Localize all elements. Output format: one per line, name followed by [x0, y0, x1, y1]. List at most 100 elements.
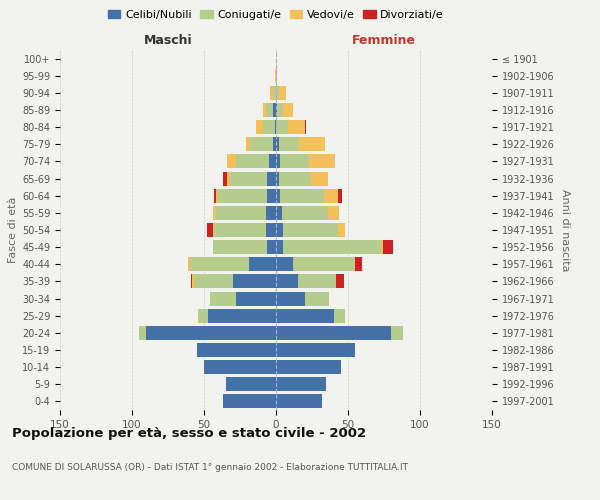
- Bar: [273, 103, 276, 117]
- Bar: [266, 206, 276, 220]
- Bar: [275, 120, 276, 134]
- Bar: [268, 188, 276, 202]
- Bar: [250, 138, 273, 151]
- Bar: [276, 343, 355, 357]
- Bar: [214, 188, 215, 202]
- Bar: [190, 258, 248, 272]
- Bar: [305, 120, 306, 134]
- Bar: [276, 274, 298, 288]
- Bar: [279, 86, 286, 100]
- Bar: [266, 223, 276, 237]
- Bar: [276, 378, 326, 392]
- Bar: [276, 138, 279, 151]
- Bar: [275, 68, 276, 82]
- Bar: [268, 240, 276, 254]
- Bar: [276, 308, 334, 322]
- Bar: [282, 206, 328, 220]
- Bar: [227, 154, 236, 168]
- Bar: [230, 172, 268, 185]
- Bar: [193, 274, 194, 288]
- Bar: [263, 103, 266, 117]
- Bar: [266, 103, 273, 117]
- Bar: [146, 326, 276, 340]
- Bar: [277, 103, 283, 117]
- Bar: [212, 206, 215, 220]
- Bar: [383, 240, 392, 254]
- Bar: [276, 188, 280, 202]
- Bar: [323, 188, 338, 202]
- Bar: [269, 154, 276, 168]
- Bar: [191, 274, 193, 288]
- Y-axis label: Fasce di età: Fasce di età: [8, 197, 18, 263]
- Bar: [276, 292, 305, 306]
- Bar: [276, 86, 279, 100]
- Bar: [246, 138, 250, 151]
- Text: Popolazione per età, sesso e stato civile - 2002: Popolazione per età, sesso e stato civil…: [12, 428, 366, 440]
- Bar: [276, 172, 279, 185]
- Bar: [208, 308, 276, 322]
- Bar: [309, 154, 335, 168]
- Bar: [204, 360, 276, 374]
- Bar: [311, 172, 328, 185]
- Bar: [207, 223, 212, 237]
- Bar: [263, 120, 275, 134]
- Bar: [233, 274, 276, 288]
- Bar: [280, 154, 309, 168]
- Y-axis label: Anni di nascita: Anni di nascita: [560, 188, 570, 271]
- Bar: [338, 223, 345, 237]
- Bar: [194, 274, 233, 288]
- Bar: [197, 343, 276, 357]
- Bar: [276, 394, 322, 408]
- Text: Femmine: Femmine: [352, 34, 416, 46]
- Bar: [276, 360, 341, 374]
- Bar: [328, 206, 340, 220]
- Bar: [212, 223, 214, 237]
- Bar: [226, 378, 276, 392]
- Text: Maschi: Maschi: [143, 34, 193, 46]
- Bar: [227, 172, 230, 185]
- Bar: [188, 258, 190, 272]
- Bar: [334, 308, 345, 322]
- Bar: [223, 394, 276, 408]
- Bar: [268, 172, 276, 185]
- Bar: [298, 274, 337, 288]
- Text: COMUNE DI SOLARUSSA (OR) - Dati ISTAT 1° gennaio 2002 - Elaborazione TUTTITALIA.: COMUNE DI SOLARUSSA (OR) - Dati ISTAT 1°…: [12, 462, 408, 471]
- Bar: [276, 154, 280, 168]
- Bar: [248, 258, 276, 272]
- Bar: [283, 223, 338, 237]
- Bar: [279, 138, 299, 151]
- Bar: [218, 188, 268, 202]
- Bar: [273, 138, 276, 151]
- Bar: [276, 120, 287, 134]
- Bar: [276, 258, 293, 272]
- Bar: [214, 223, 266, 237]
- Bar: [276, 68, 277, 82]
- Bar: [276, 223, 283, 237]
- Bar: [139, 326, 146, 340]
- Bar: [276, 103, 277, 117]
- Bar: [276, 326, 391, 340]
- Bar: [270, 86, 273, 100]
- Bar: [293, 258, 354, 272]
- Bar: [279, 172, 311, 185]
- Bar: [215, 188, 218, 202]
- Bar: [287, 120, 305, 134]
- Bar: [355, 258, 362, 272]
- Bar: [273, 86, 276, 100]
- Legend: Celibi/Nubili, Coniugati/e, Vedovi/e, Divorziati/e: Celibi/Nubili, Coniugati/e, Vedovi/e, Di…: [104, 5, 448, 24]
- Bar: [223, 172, 227, 185]
- Bar: [338, 188, 342, 202]
- Bar: [236, 154, 269, 168]
- Bar: [276, 206, 282, 220]
- Bar: [256, 120, 263, 134]
- Bar: [381, 240, 383, 254]
- Bar: [215, 206, 266, 220]
- Bar: [354, 258, 355, 272]
- Bar: [337, 274, 344, 288]
- Bar: [280, 188, 323, 202]
- Bar: [210, 292, 236, 306]
- Bar: [391, 326, 403, 340]
- Bar: [305, 292, 329, 306]
- Bar: [212, 240, 268, 254]
- Bar: [299, 138, 325, 151]
